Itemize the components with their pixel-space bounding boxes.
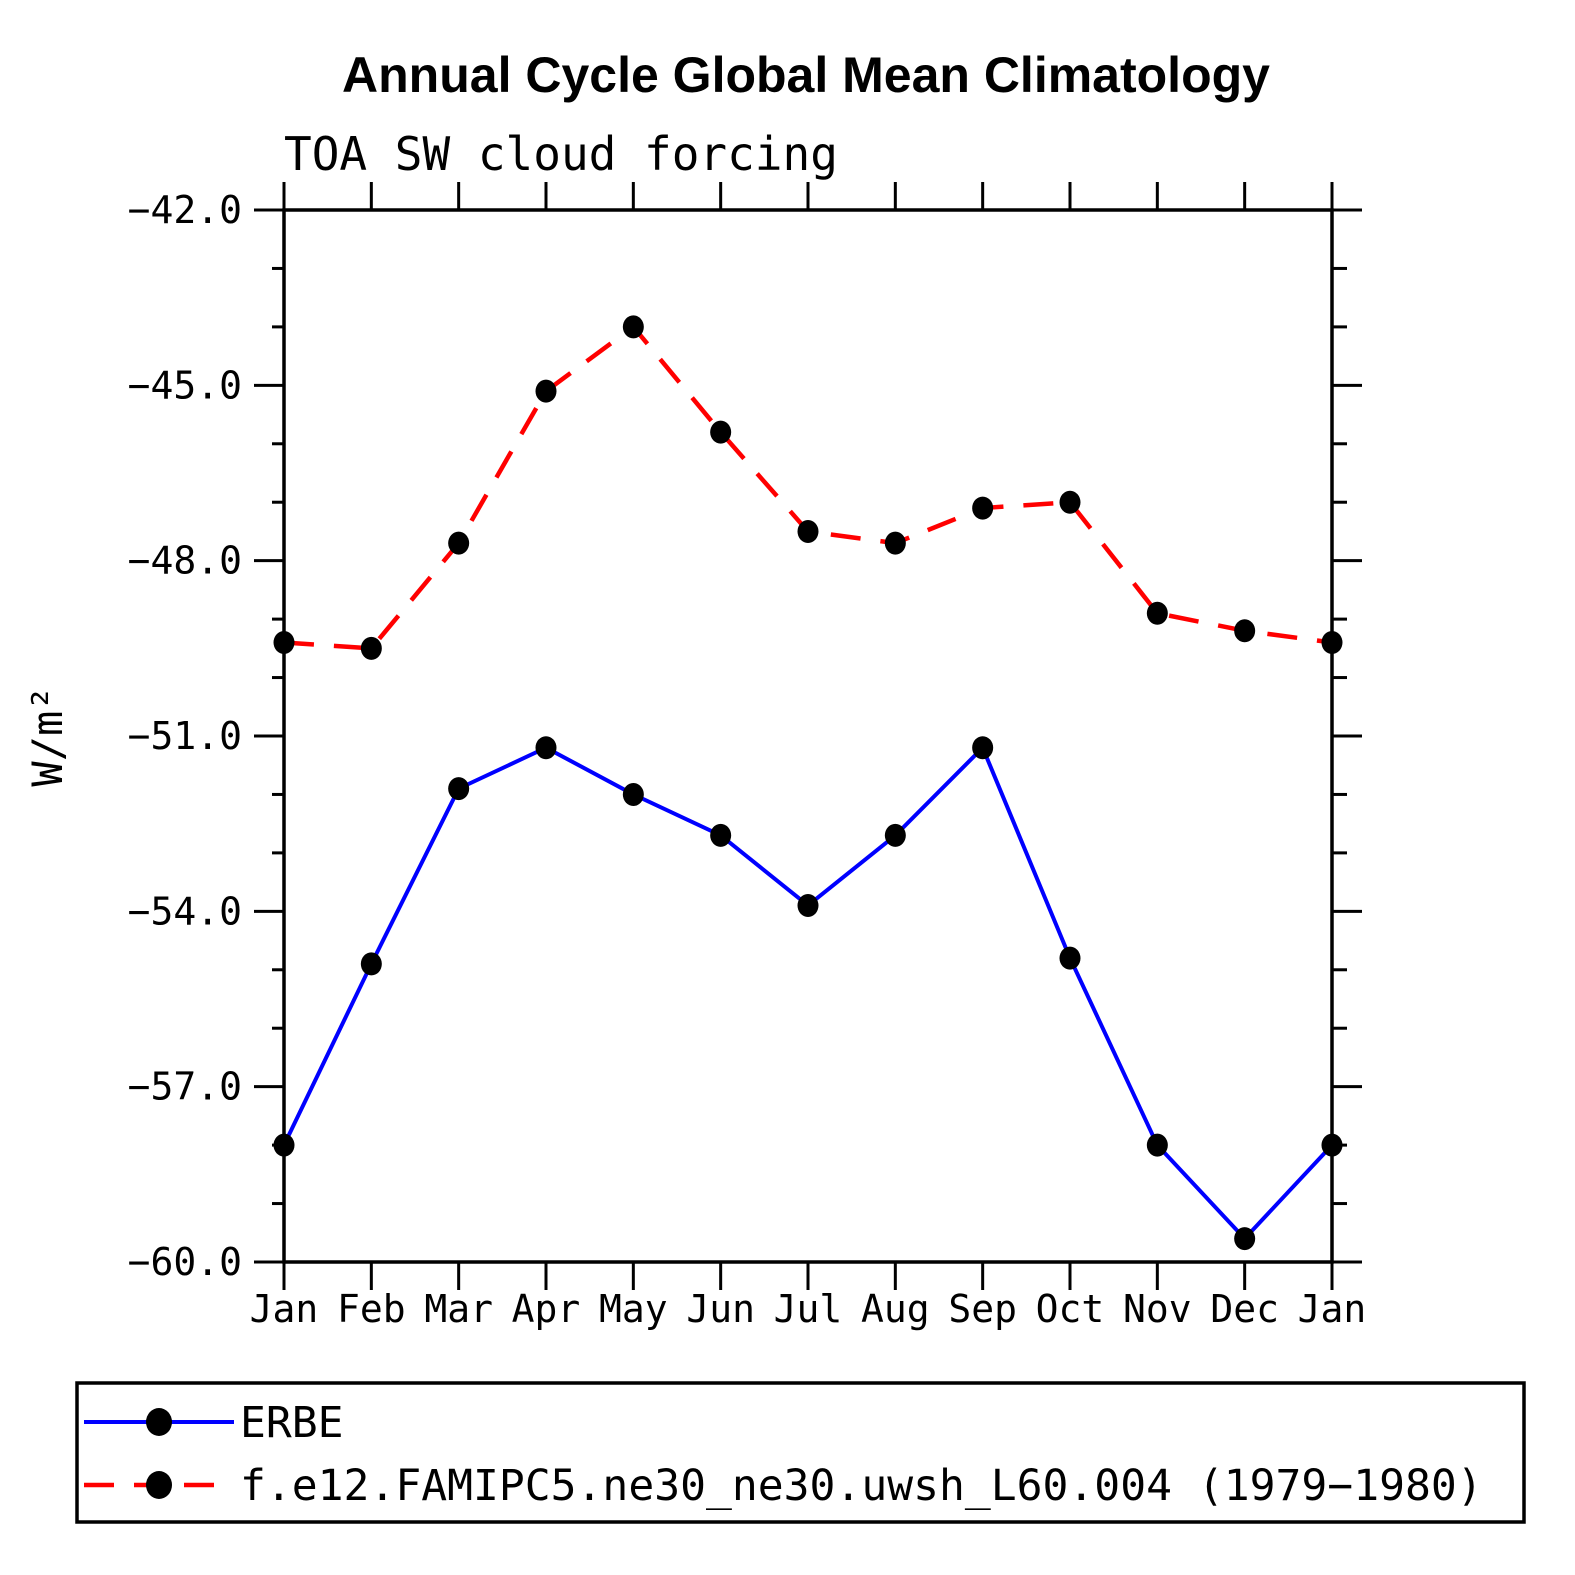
data-point-marker [1059, 490, 1081, 514]
data-point-marker [622, 315, 644, 339]
data-point-marker [710, 823, 732, 847]
x-tick-label: Jun [686, 1287, 755, 1331]
x-tick-label: Mar [424, 1287, 493, 1331]
x-tick-label: Jul [774, 1287, 843, 1331]
y-axis-label: W/m² [23, 685, 72, 786]
data-point-marker [273, 1133, 295, 1157]
x-tick-label: May [599, 1287, 668, 1331]
series-layer [273, 315, 1343, 1251]
legend-label-model: f.e12.FAMIPC5.ne30_ne30.uwsh_L60.004 (19… [240, 1461, 1483, 1511]
data-point-marker [448, 777, 470, 801]
y-tick-label: −42.0 [128, 188, 242, 232]
x-tick-label: Oct [1036, 1287, 1105, 1331]
x-tick-label: Sep [948, 1287, 1017, 1331]
y-tick-label: −48.0 [128, 539, 242, 583]
y-tick-label: −60.0 [128, 1240, 242, 1284]
data-point-marker [535, 736, 557, 760]
data-point-marker [1321, 1133, 1343, 1157]
data-point-marker [884, 531, 906, 555]
data-point-marker [1146, 1133, 1168, 1157]
data-point-marker [273, 630, 295, 654]
data-point-marker [1059, 946, 1081, 970]
x-tick-label: Jan [250, 1287, 319, 1331]
x-tick-label: Dec [1210, 1287, 1279, 1331]
chart-title: Annual Cycle Global Mean Climatology [342, 47, 1270, 103]
x-tick-label: Nov [1123, 1287, 1192, 1331]
legend-marker-model [146, 1471, 172, 1499]
x-tick-label: Aug [861, 1287, 930, 1331]
x-tick-label: Jan [1298, 1287, 1367, 1331]
series-line-1 [283, 323, 1333, 651]
legend-box [75, 1381, 1526, 1524]
y-tick-label: −54.0 [128, 889, 242, 933]
series-line-0 [282, 744, 1334, 1242]
data-point-marker [972, 736, 994, 760]
data-point-marker [1321, 630, 1343, 654]
x-tick-label: Feb [337, 1287, 406, 1331]
y-tick-label: −45.0 [128, 363, 242, 407]
legend-marker-erbe [146, 1408, 172, 1436]
data-point-marker [360, 952, 382, 976]
data-point-marker [622, 782, 644, 806]
y-tick-label: −51.0 [128, 714, 242, 758]
legend: ERBE f.e12.FAMIPC5.ne30_ne30.uwsh_L60.00… [75, 1381, 1526, 1524]
data-point-marker [1234, 1227, 1256, 1251]
data-point-marker [797, 519, 819, 543]
data-point-marker [535, 379, 557, 403]
data-point-marker [360, 636, 382, 660]
data-point-marker [448, 531, 470, 555]
x-tick-label: Apr [512, 1287, 581, 1331]
data-point-marker [1146, 601, 1168, 625]
data-point-marker [710, 420, 732, 444]
legend-label-erbe: ERBE [240, 1398, 344, 1448]
chart-subtitle: TOA SW cloud forcing [284, 127, 838, 181]
y-tick-label: −57.0 [128, 1065, 242, 1109]
data-point-marker [972, 496, 994, 520]
plot-frame [282, 208, 1334, 1264]
data-point-marker [797, 893, 819, 917]
data-point-marker [884, 823, 906, 847]
data-point-marker [1234, 619, 1256, 643]
